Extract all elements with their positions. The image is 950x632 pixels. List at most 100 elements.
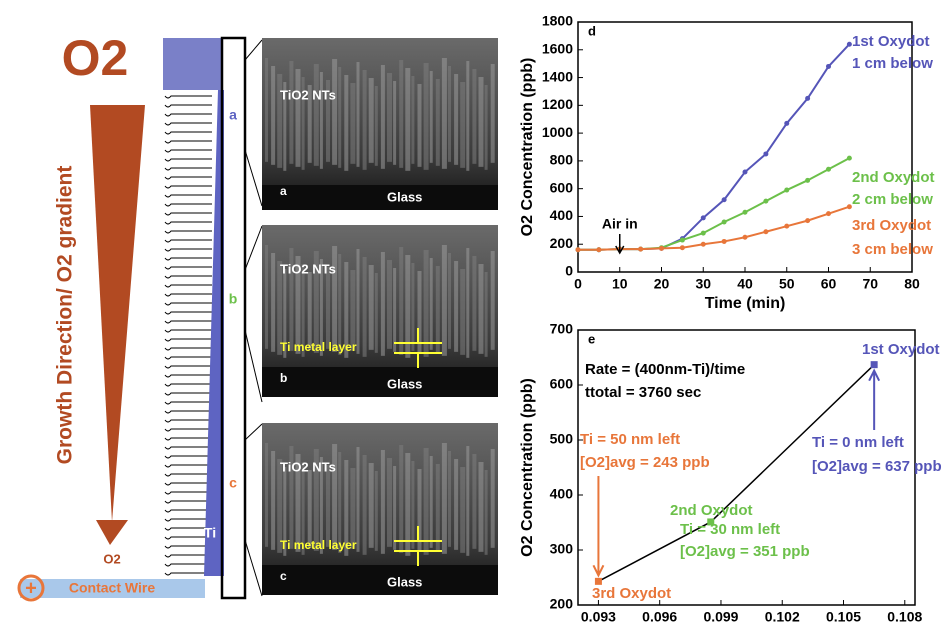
- tube-texture: [491, 251, 495, 350]
- tube-wall: [165, 177, 212, 179]
- y-axis-label: O2 Concentration (ppb): [519, 58, 536, 237]
- tube-texture: [448, 451, 451, 547]
- tube-texture: [436, 266, 440, 353]
- y-tick-label: 500: [550, 431, 574, 447]
- tube-wall: [165, 141, 212, 143]
- arrow: [869, 371, 879, 430]
- sem-images: TiO2 NTsGlassaTiO2 NTsGlassbTi metal lay…: [262, 38, 498, 595]
- y-tick-label: 600: [550, 179, 574, 195]
- y-tick-label: 800: [550, 152, 574, 168]
- point: [847, 204, 852, 209]
- tube-texture: [424, 250, 429, 357]
- tube-texture: [265, 245, 268, 349]
- point: [763, 151, 768, 156]
- tube-texture: [344, 75, 348, 171]
- y-tick-label: 1800: [542, 13, 573, 29]
- tube-texture: [430, 456, 433, 548]
- tube-texture: [472, 69, 476, 164]
- tube-wall: [165, 222, 212, 224]
- y-tick-label: 300: [550, 541, 574, 557]
- o2-bottom: O2: [103, 551, 120, 566]
- y-axis-label: O2 Concentration (ppb): [519, 378, 536, 557]
- tube-wall: [165, 276, 212, 278]
- tube-texture: [460, 467, 465, 553]
- tube-wall: [165, 474, 212, 476]
- sem-substrate-label: Glass: [387, 189, 422, 204]
- tube-wall: [165, 303, 212, 305]
- point: [659, 246, 664, 251]
- point: [680, 245, 685, 250]
- x-tick-label: 0.093: [581, 609, 616, 625]
- tube-texture: [405, 68, 410, 171]
- sem-layer-label: TiO2 NTs: [280, 459, 336, 474]
- tube-wall: [165, 411, 212, 413]
- point: [576, 247, 581, 252]
- tube-wall: [165, 492, 212, 494]
- point-label: 3rd Oxydot: [592, 585, 671, 602]
- tube-texture: [314, 64, 319, 166]
- point: [701, 242, 706, 247]
- tube-texture: [479, 462, 484, 552]
- point: [763, 199, 768, 204]
- tube-texture: [387, 73, 392, 162]
- tube-texture: [418, 84, 422, 167]
- series-subtitle: 1 cm below: [852, 55, 933, 72]
- tube-texture: [460, 269, 465, 355]
- x-tick-label: 60: [821, 276, 837, 292]
- tube-wall: [165, 204, 212, 206]
- point: [763, 229, 768, 234]
- gradient-label: Growth Direction/ O2 gradient: [54, 166, 77, 465]
- tube-wall: [165, 438, 212, 440]
- note: Rate = (400nm-Ti)/time: [585, 361, 745, 378]
- tube-texture: [411, 76, 414, 164]
- tube-texture: [387, 458, 392, 547]
- tube-texture: [485, 272, 488, 357]
- tube-texture: [393, 268, 396, 352]
- tube-wall: [165, 501, 212, 503]
- x-tick-label: 40: [737, 276, 753, 292]
- x-tick-label: 0.096: [642, 609, 677, 625]
- tube-texture: [436, 464, 440, 551]
- point: [784, 188, 789, 193]
- tube-wall: [165, 447, 212, 449]
- sem-panel-label: a: [280, 184, 287, 198]
- tube-wall: [165, 267, 212, 269]
- tube-texture: [375, 471, 378, 551]
- tube-texture: [369, 265, 374, 350]
- series-subtitle: 2 cm below: [852, 191, 933, 208]
- y-tick-label: 700: [550, 321, 574, 337]
- tube-texture: [350, 83, 355, 164]
- point: [805, 218, 810, 223]
- gradient-wedge: [90, 105, 145, 522]
- tube-texture: [430, 71, 433, 163]
- point: [701, 231, 706, 236]
- tube-wall: [165, 231, 212, 233]
- point: [826, 64, 831, 69]
- panel-b: b: [229, 291, 238, 307]
- tube-texture: [271, 451, 275, 550]
- point: [847, 156, 852, 161]
- tube-texture: [350, 270, 355, 351]
- tube-wall: [165, 393, 212, 395]
- tube-texture: [326, 465, 330, 547]
- tube-texture: [479, 264, 484, 354]
- sem-panel-label: b: [280, 371, 287, 385]
- sem-layer-label: TiO2 NTs: [280, 261, 336, 276]
- metal-label: Ti metal layer: [280, 538, 357, 552]
- tube-texture: [454, 459, 458, 550]
- tube-wall: [165, 483, 212, 485]
- glass: [262, 185, 498, 210]
- tube-texture: [472, 256, 476, 351]
- panel-label: e: [588, 331, 595, 346]
- tube-wall: [165, 339, 212, 341]
- tube-wall: [165, 330, 212, 332]
- tube-texture: [479, 77, 484, 167]
- tube-wall: [165, 366, 212, 368]
- tube-wall: [165, 186, 212, 188]
- x-tick-label: 50: [779, 276, 795, 292]
- x-tick-label: 80: [904, 276, 920, 292]
- gradient-arrowhead: [96, 520, 128, 545]
- annotation: Air in: [602, 216, 638, 232]
- tube-texture: [466, 61, 469, 171]
- tube-texture: [466, 446, 469, 556]
